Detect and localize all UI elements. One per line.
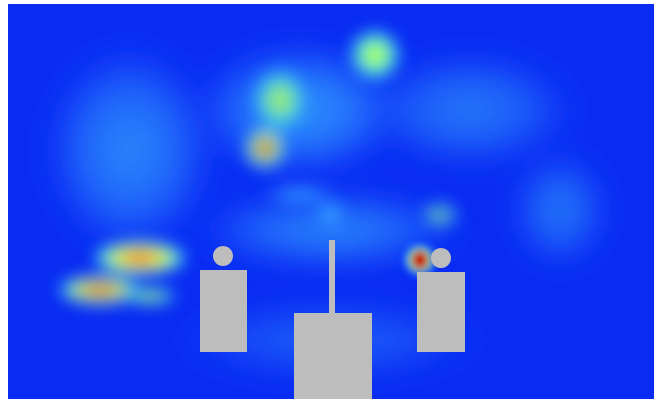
flow-field-visualization: [0, 0, 654, 399]
inlet-hot-spot: [404, 244, 436, 276]
center-pole: [329, 240, 335, 315]
center-block: [294, 313, 372, 399]
right-block: [417, 272, 465, 352]
right-head: [431, 248, 451, 268]
left-block: [200, 270, 247, 352]
page: [0, 0, 654, 399]
left-head: [213, 246, 233, 266]
